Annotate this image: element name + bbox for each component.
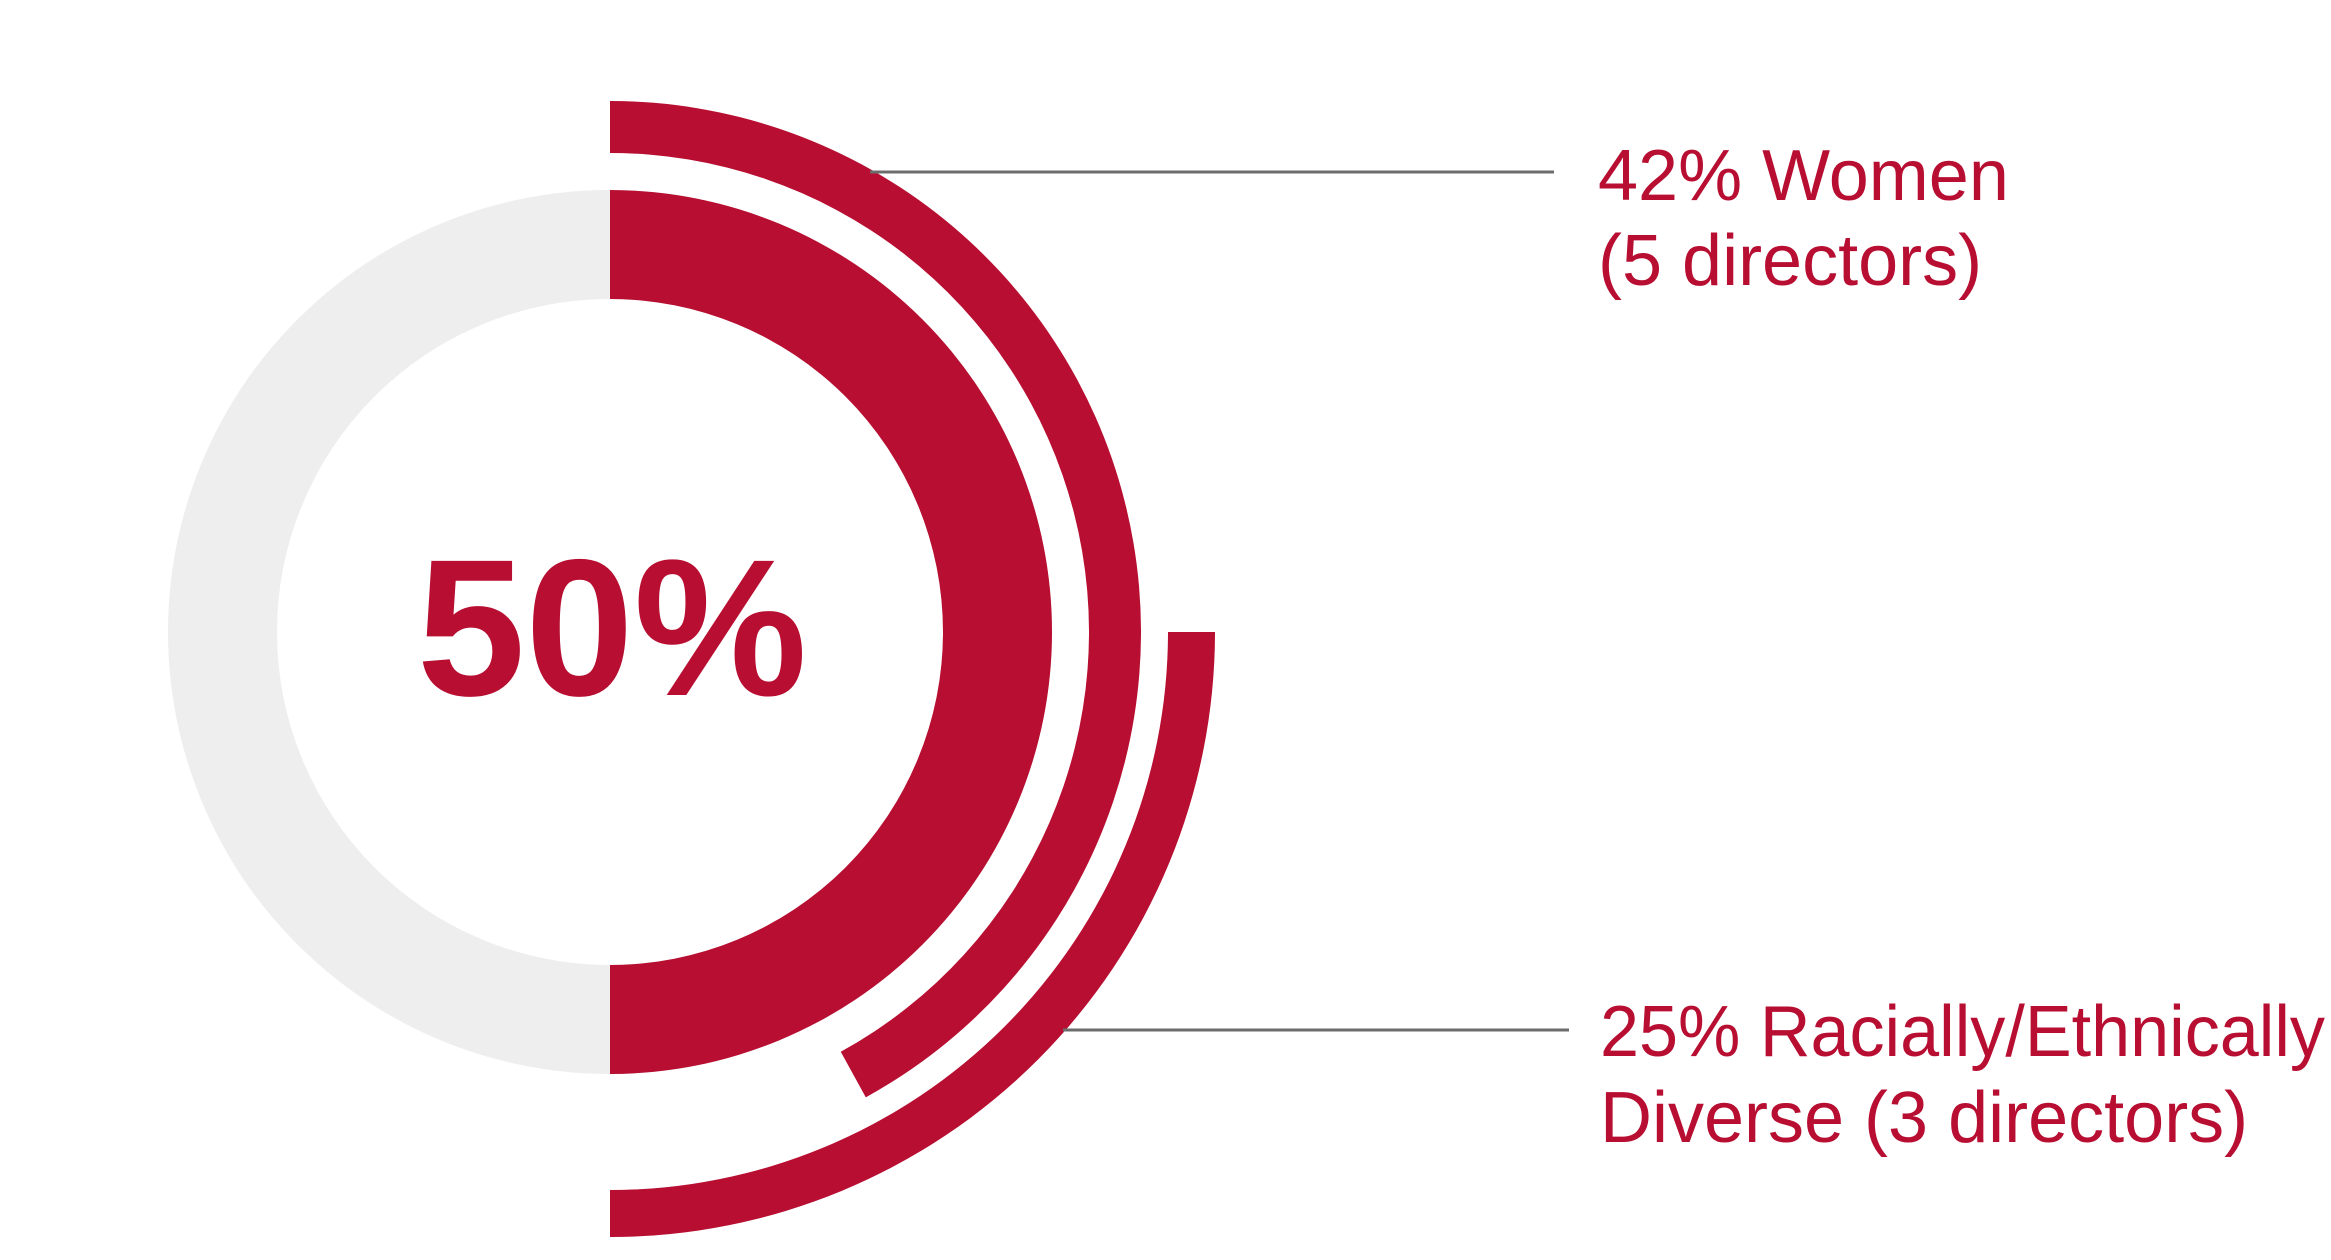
ring-arc bbox=[610, 101, 1142, 1098]
callout-label: (5 directors) bbox=[1598, 221, 1982, 301]
callout-label: 42% Women bbox=[1598, 136, 2009, 216]
callout-label: Diverse (3 directors) bbox=[1600, 1078, 2248, 1158]
ring-arc bbox=[610, 190, 1052, 1074]
callout-label: 25% Racially/Ethnically bbox=[1600, 992, 2325, 1072]
center-value: 50% bbox=[417, 519, 807, 737]
ring-arc bbox=[610, 632, 1215, 1237]
